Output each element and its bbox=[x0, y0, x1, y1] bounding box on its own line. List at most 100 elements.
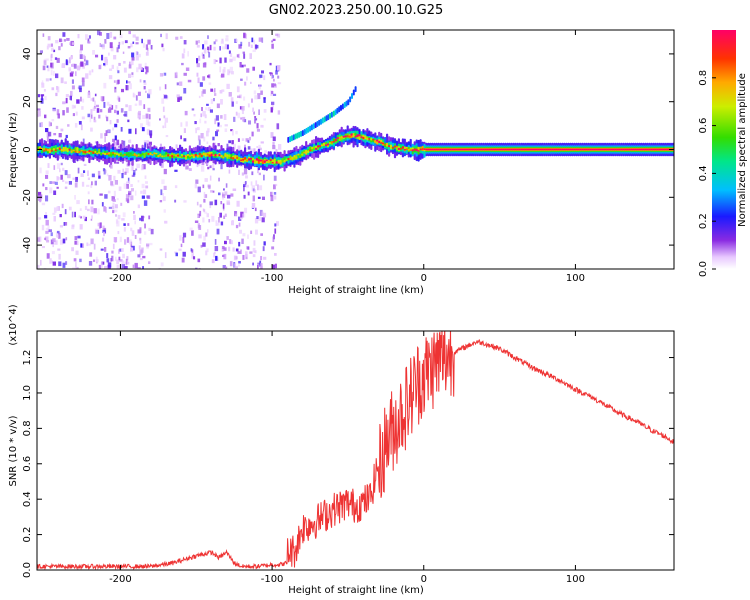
x-tick-label: 100 bbox=[566, 574, 585, 585]
noise-speck bbox=[75, 266, 78, 269]
ridge-cell bbox=[74, 150, 77, 153]
noise-speck bbox=[74, 195, 76, 200]
ridge-cell bbox=[96, 152, 99, 155]
noise-speck bbox=[66, 107, 69, 113]
noise-speck bbox=[123, 67, 127, 73]
ridge-cell bbox=[409, 149, 412, 152]
ridge-cell bbox=[90, 150, 93, 153]
noise-speck bbox=[259, 185, 263, 191]
noise-speck bbox=[109, 32, 113, 38]
noise-speck bbox=[228, 169, 231, 174]
noise-speck bbox=[204, 194, 208, 198]
noise-speck bbox=[50, 55, 53, 62]
noise-speck bbox=[128, 64, 132, 69]
noise-speck bbox=[259, 260, 262, 267]
ridge-cell bbox=[374, 139, 377, 143]
ridge-cell bbox=[504, 148, 507, 151]
noise-speck bbox=[64, 186, 68, 189]
noise-speck bbox=[80, 44, 83, 51]
noise-speck bbox=[104, 194, 108, 199]
noise-speck bbox=[238, 53, 240, 59]
noise-speck bbox=[120, 248, 124, 252]
noise-speck bbox=[108, 104, 112, 109]
noise-speck bbox=[219, 46, 221, 51]
noise-speck bbox=[164, 117, 168, 123]
noise-speck bbox=[55, 73, 59, 79]
ridge-cell bbox=[253, 159, 257, 162]
ridge-cell bbox=[376, 139, 379, 142]
noise-speck bbox=[262, 246, 265, 252]
noise-speck bbox=[183, 138, 187, 142]
noise-speck bbox=[45, 227, 49, 231]
noise-speck bbox=[215, 131, 218, 137]
noise-speck bbox=[90, 238, 94, 245]
ridge-cell bbox=[632, 148, 635, 151]
noise-speck bbox=[116, 66, 119, 71]
noise-speck bbox=[148, 261, 151, 264]
noise-speck bbox=[206, 248, 209, 253]
noise-speck bbox=[110, 46, 114, 52]
noise-speck bbox=[77, 235, 81, 239]
noise-speck bbox=[104, 133, 106, 137]
noise-speck bbox=[198, 55, 201, 61]
noise-speck bbox=[87, 113, 91, 118]
noise-speck bbox=[112, 199, 116, 202]
noise-speck bbox=[87, 38, 90, 44]
ridge-cell bbox=[662, 148, 665, 151]
noise-speck bbox=[224, 124, 228, 127]
noise-speck bbox=[104, 39, 107, 44]
noise-speck bbox=[131, 60, 134, 66]
noise-speck bbox=[223, 253, 227, 260]
ridge-cell bbox=[228, 154, 231, 158]
ridge-cell bbox=[303, 151, 306, 154]
ridge-cell bbox=[267, 160, 270, 163]
snr-ticks: -200 -100 0 100 0.0 0.2 0.4 0.6 0.8 1.0 1.2 bbox=[22, 331, 674, 585]
ridge-cell bbox=[216, 154, 219, 157]
ridge-cell bbox=[263, 160, 266, 163]
noise-speck bbox=[228, 50, 231, 54]
ridge-cell bbox=[74, 146, 77, 152]
noise-speck bbox=[47, 43, 51, 48]
noise-speck bbox=[143, 82, 147, 86]
noise-speck bbox=[55, 40, 59, 44]
noise-speck bbox=[144, 223, 146, 229]
noise-speck bbox=[121, 264, 125, 269]
ridge-cell bbox=[149, 152, 152, 156]
noise-speck bbox=[64, 209, 67, 215]
noise-speck bbox=[213, 252, 215, 258]
noise-speck bbox=[249, 251, 253, 254]
noise-speck bbox=[52, 244, 54, 248]
noise-speck bbox=[57, 230, 60, 234]
ridge-cell bbox=[194, 153, 197, 157]
noise-speck bbox=[91, 215, 93, 219]
ridge-cell bbox=[147, 152, 150, 156]
noise-speck bbox=[250, 81, 252, 84]
noise-speck bbox=[100, 261, 103, 268]
noise-speck bbox=[62, 101, 66, 105]
noise-speck bbox=[256, 123, 259, 129]
branch-cell bbox=[294, 133, 297, 140]
noise-speck bbox=[164, 95, 168, 99]
noise-speck bbox=[254, 207, 257, 212]
noise-speck bbox=[206, 213, 209, 218]
noise-speck bbox=[207, 184, 211, 188]
noise-speck bbox=[218, 217, 220, 223]
noise-speck bbox=[101, 261, 105, 265]
noise-speck bbox=[211, 259, 215, 264]
noise-speck bbox=[123, 227, 126, 232]
noise-speck bbox=[71, 104, 75, 109]
ridge-cell bbox=[579, 148, 582, 151]
ridge-cell bbox=[196, 154, 199, 157]
noise-speck bbox=[71, 85, 75, 90]
noise-speck bbox=[73, 105, 76, 109]
noise-speck bbox=[37, 94, 41, 98]
snr-series-line bbox=[37, 331, 674, 570]
ridge-cell bbox=[472, 148, 475, 151]
branch-cell bbox=[325, 115, 328, 122]
ridge-cell bbox=[244, 156, 247, 160]
noise-speck bbox=[142, 255, 146, 259]
noise-speck bbox=[109, 42, 113, 49]
ridge-cell bbox=[498, 148, 501, 151]
noise-speck bbox=[74, 211, 76, 218]
